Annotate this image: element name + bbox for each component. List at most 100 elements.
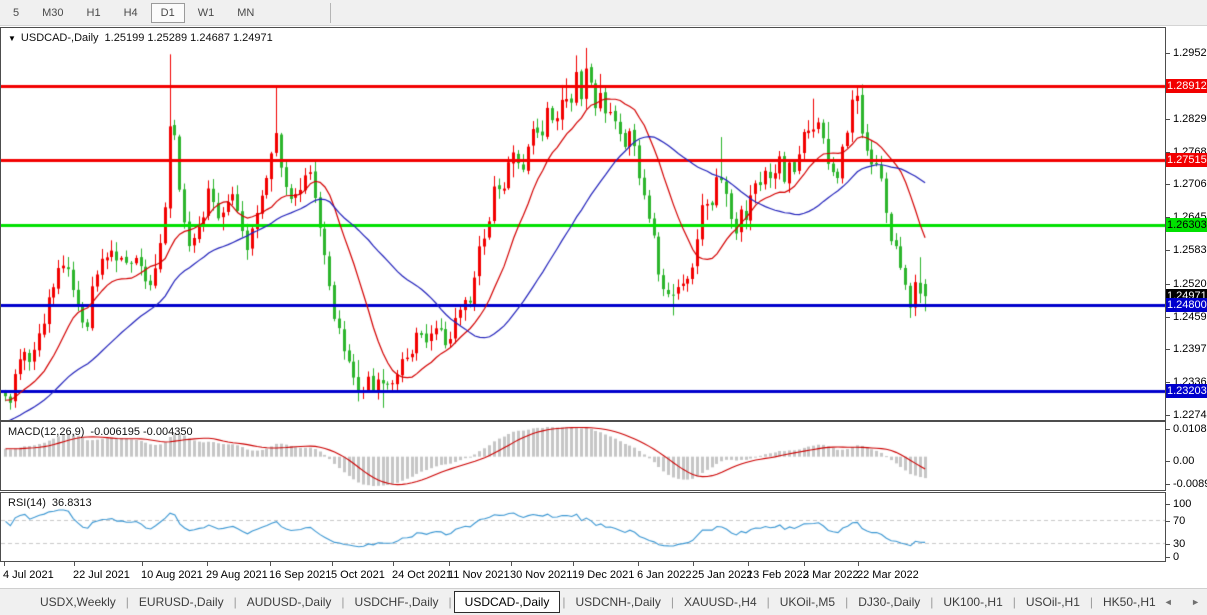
rsi-axis-tick bbox=[1166, 504, 1170, 505]
tab-usdchf-daily[interactable]: USDCHF-,Daily bbox=[354, 595, 439, 609]
timeframe-button-h4[interactable]: H4 bbox=[123, 6, 138, 19]
tab-separator: | bbox=[125, 595, 129, 609]
tab-usdx-weekly[interactable]: USDX,Weekly bbox=[40, 595, 116, 609]
date-tick bbox=[207, 562, 208, 566]
tab-separator: | bbox=[448, 595, 452, 609]
date-label: 24 Oct 2021 bbox=[392, 569, 452, 581]
price-level-label: 1.27515 bbox=[1166, 153, 1207, 168]
macd-panel: MACD(12,26,9) -0.006195 -0.004350 bbox=[0, 421, 1166, 491]
toolbar-divider bbox=[330, 2, 332, 23]
date-label: 19 Dec 2021 bbox=[572, 569, 635, 581]
price-level-label: 1.26303 bbox=[1166, 218, 1207, 233]
price-axis-tick bbox=[1166, 415, 1170, 417]
tab-separator: | bbox=[845, 595, 849, 609]
rsi-axis-label: 70 bbox=[1173, 515, 1186, 527]
rsi-axis-label: 30 bbox=[1173, 538, 1186, 550]
price-axis-label: 1.25205 bbox=[1173, 277, 1207, 290]
date-tick bbox=[511, 562, 512, 566]
time-axis[interactable]: 4 Jul 2021 22 Jul 2021 10 Aug 2021 29 Aug 2… bbox=[0, 562, 1166, 588]
date-tick bbox=[393, 562, 394, 566]
timeframe-button-5[interactable]: 5 bbox=[13, 6, 20, 19]
price-axis-label: 1.24590 bbox=[1173, 310, 1207, 323]
rsi-axis-tick bbox=[1166, 544, 1170, 545]
price-axis-tick bbox=[1166, 349, 1170, 351]
date-label: 5 Oct 2021 bbox=[331, 569, 385, 581]
price-level-label: 1.24800 bbox=[1166, 298, 1207, 313]
tab-usoil-h1[interactable]: USOil-,H1 bbox=[1025, 595, 1080, 609]
price-axis-tick bbox=[1166, 53, 1170, 54]
chart-tabbar: USDX,Weekly | EURUSD-,Daily | AUDUSD-,Daily |… bbox=[0, 588, 1207, 615]
date-label: 22 Mar 2022 bbox=[857, 569, 919, 581]
rsi-value: 36.8313 bbox=[51, 497, 92, 509]
price-axis-tick bbox=[1166, 217, 1170, 219]
timeframe-toolbar: 5 M30 H1 H4 D1 W1 MN bbox=[0, 0, 1207, 26]
price-axis-tick bbox=[1166, 118, 1170, 120]
tab-separator: | bbox=[562, 595, 566, 609]
rsi-axis-tick bbox=[1166, 557, 1170, 558]
price-axis-tick bbox=[1166, 151, 1170, 153]
timeframe-button-mn[interactable]: MN bbox=[237, 6, 255, 19]
date-label: 4 Jul 2021 bbox=[3, 569, 54, 581]
rsi-panel: RSI(14) 36.8313 bbox=[0, 492, 1166, 562]
macd-values: -0.006195 -0.004350 bbox=[90, 426, 193, 438]
macd-axis-tick bbox=[1166, 429, 1170, 430]
rsi-axis-tick bbox=[1166, 521, 1170, 522]
macd-name: MACD(12,26,9) bbox=[8, 426, 85, 438]
main-chart-panel: ▼ USDCAD-,Daily 1.25199 1.25289 1.24687 1.… bbox=[0, 27, 1166, 421]
price-axis-tick bbox=[1166, 250, 1170, 252]
date-label: 3 Mar 2022 bbox=[803, 569, 859, 581]
date-label: 11 Nov 2021 bbox=[448, 569, 510, 581]
tab-usdcad-daily[interactable]: USDCAD-,Daily bbox=[453, 591, 561, 613]
macd-axis-label: -0.008974 bbox=[1173, 478, 1207, 490]
date-tick bbox=[693, 562, 694, 566]
chart-dropdown-icon[interactable]: ▼ bbox=[8, 34, 16, 43]
rsi-name: RSI(14) bbox=[8, 497, 46, 509]
tab-separator: | bbox=[341, 595, 345, 609]
date-label: 10 Aug 2021 bbox=[141, 569, 203, 581]
timeframe-button-m30[interactable]: M30 bbox=[42, 6, 64, 19]
date-label: 30 Nov 2021 bbox=[510, 569, 573, 581]
date-label: 25 Jan 2022 bbox=[692, 569, 753, 581]
tab-dj30-daily[interactable]: DJ30-,Daily bbox=[858, 595, 921, 609]
date-label: 29 Aug 2021 bbox=[206, 569, 268, 581]
tab-usdcnh-daily[interactable]: USDCNH-,Daily bbox=[575, 595, 661, 609]
timeframe-button-h1[interactable]: H1 bbox=[86, 6, 101, 19]
date-tick bbox=[638, 562, 639, 566]
tab-separator: | bbox=[930, 595, 934, 609]
date-label: 16 Sep 2021 bbox=[269, 569, 332, 581]
price-axis[interactable]: 1.295251.282951.276801.270651.264501.258… bbox=[1166, 27, 1207, 563]
tab-scroll-arrows[interactable]: ◄ ► bbox=[1163, 597, 1207, 607]
price-level-label: 1.23203 bbox=[1166, 383, 1207, 398]
date-tick bbox=[74, 562, 75, 566]
chart-ohlc-values: 1.25199 1.25289 1.24687 1.24971 bbox=[104, 32, 273, 44]
timeframe-button-w1[interactable]: W1 bbox=[197, 6, 215, 19]
macd-canvas[interactable] bbox=[1, 422, 1165, 490]
rsi-canvas[interactable] bbox=[1, 493, 1165, 561]
price-axis-tick bbox=[1166, 184, 1170, 186]
tab-separator: | bbox=[670, 595, 674, 609]
date-tick bbox=[858, 562, 859, 566]
tab-audusd-daily[interactable]: AUDUSD-,Daily bbox=[246, 595, 332, 609]
macd-label: MACD(12,26,9) -0.006195 -0.004350 bbox=[8, 426, 193, 438]
date-tick bbox=[573, 562, 574, 566]
tab-separator: | bbox=[1089, 595, 1094, 609]
date-label: 22 Jul 2021 bbox=[73, 569, 130, 581]
tab-xauusd-h4[interactable]: XAUUSD-,H4 bbox=[683, 595, 757, 609]
date-tick bbox=[449, 562, 450, 566]
price-axis-label: 1.29525 bbox=[1173, 47, 1207, 59]
price-axis-label: 1.27065 bbox=[1173, 178, 1207, 191]
date-tick bbox=[804, 562, 805, 566]
macd-axis-tick bbox=[1166, 461, 1170, 462]
tab-hk50-h1[interactable]: HK50-,H1 bbox=[1103, 595, 1156, 609]
date-tick bbox=[332, 562, 333, 566]
tab-eurusd-daily[interactable]: EURUSD-,Daily bbox=[138, 595, 224, 609]
main-chart-canvas[interactable] bbox=[1, 28, 1165, 420]
tab-ukoil-m5[interactable]: UKOil-,M5 bbox=[779, 595, 836, 609]
macd-axis-tick bbox=[1166, 484, 1170, 485]
date-tick bbox=[4, 562, 5, 566]
rsi-label: RSI(14) 36.8313 bbox=[8, 497, 92, 509]
timeframe-button-d1[interactable]: D1 bbox=[150, 2, 185, 23]
tab-separator: | bbox=[1012, 595, 1016, 609]
macd-axis-label: 0.00 bbox=[1173, 455, 1195, 467]
tab-uk100-h1[interactable]: UK100-,H1 bbox=[943, 595, 1003, 609]
